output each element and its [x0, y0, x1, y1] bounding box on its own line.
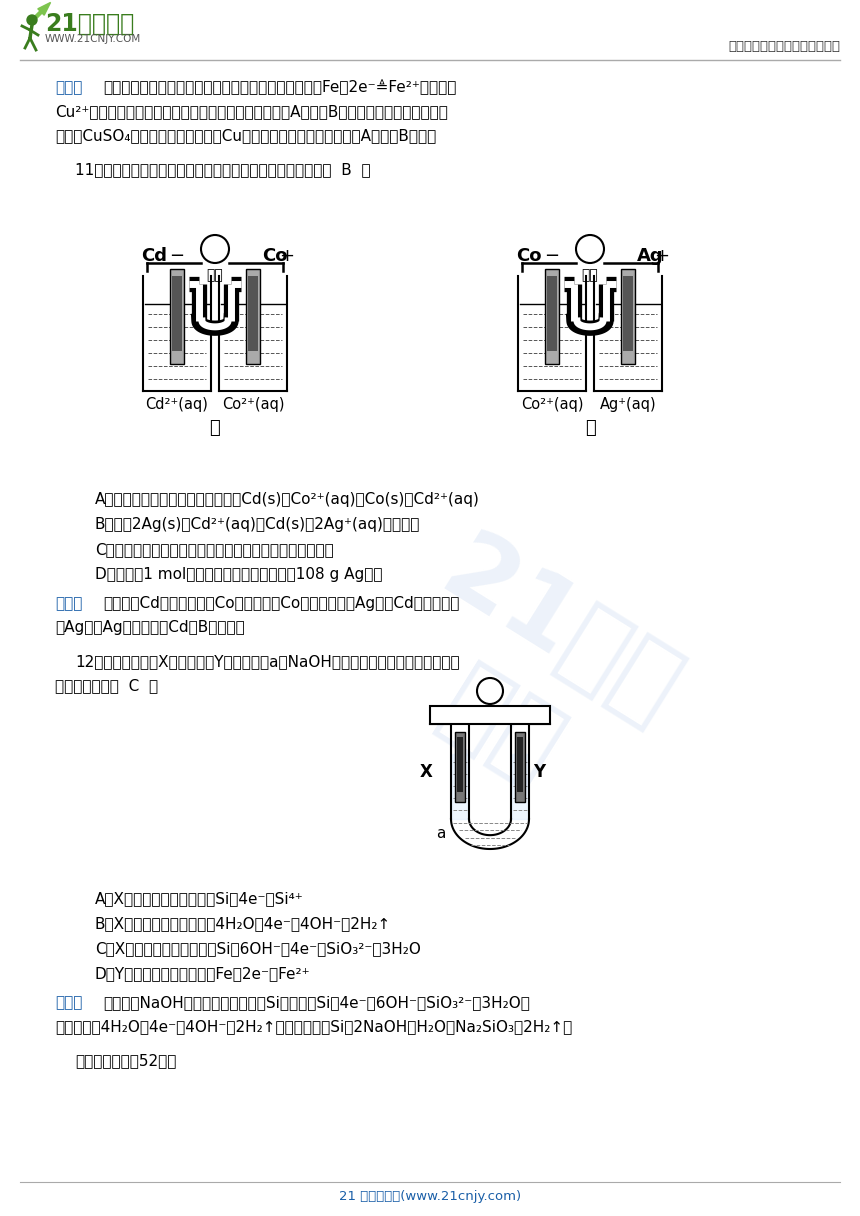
Text: X: X	[421, 762, 433, 781]
Circle shape	[201, 235, 229, 263]
Text: Y: Y	[533, 762, 545, 781]
Circle shape	[27, 15, 37, 26]
Text: 中小学教育资源及组卷应用平台: 中小学教育资源及组卷应用平台	[728, 40, 840, 54]
Text: D．乙中有1 mol电子通过外电路时，正极有108 g Ag析出: D．乙中有1 mol电子通过外电路时，正极有108 g Ag析出	[95, 567, 383, 582]
Text: 盐桥: 盐桥	[206, 268, 224, 282]
Circle shape	[576, 235, 604, 263]
Text: Co: Co	[517, 247, 542, 265]
Text: A: A	[584, 240, 597, 258]
Bar	[246, 269, 260, 364]
Text: 硅、铁、NaOH溶液组成原电池时，Si为负极：Si－4e⁻＋6OH⁻＝SiO₃²⁻＋3H₂O；: 硅、铁、NaOH溶液组成原电池时，Si为负极：Si－4e⁻＋6OH⁻＝SiO₃²…	[103, 995, 530, 1010]
Text: B．反应2Ag(s)＋Cd²⁺(aq)＝Cd(s)＋2Ag⁺(aq)能够发生: B．反应2Ag(s)＋Cd²⁺(aq)＝Cd(s)＋2Ag⁺(aq)能够发生	[95, 517, 421, 533]
Text: 11．图甲和图乙均是双液原电池装置。下列说法不正确的是（  B  ）: 11．图甲和图乙均是双液原电池装置。下列说法不正确的是（ B ）	[75, 162, 371, 178]
Text: 说法正确的是（  C  ）: 说法正确的是（ C ）	[55, 679, 158, 693]
Bar	[430, 706, 550, 724]
Text: 于Ag，故Ag不能置换出Cd，B项错误。: 于Ag，故Ag不能置换出Cd，B项错误。	[55, 620, 245, 635]
Bar	[547, 276, 557, 351]
Bar	[623, 276, 633, 351]
Text: Co: Co	[262, 247, 287, 265]
Text: 若杠杆为导体则构成原电池，铁作负极失电子而溶解：Fe－2e⁻≜Fe²⁺，溶液中: 若杠杆为导体则构成原电池，铁作负极失电子而溶解：Fe－2e⁻≜Fe²⁺，溶液中	[103, 80, 457, 96]
Text: D．Y为负极，电极反应为：Fe－2e⁻＝Fe²⁺: D．Y为负极，电极反应为：Fe－2e⁻＝Fe²⁺	[95, 966, 310, 981]
Text: A．甲中电池总反应的离子方程式为Cd(s)＋Co²⁺(aq)＝Co(s)＋Cd²⁺(aq): A．甲中电池总反应的离子方程式为Cd(s)＋Co²⁺(aq)＝Co(s)＋Cd²…	[95, 492, 480, 507]
Text: C．盐桥的作用是形成闭合回路，并使两边溶液保持电中性: C．盐桥的作用是形成闭合回路，并使两边溶液保持电中性	[95, 542, 334, 557]
Bar	[517, 737, 523, 792]
Text: Ag: Ag	[637, 247, 664, 265]
Text: 盐桥: 盐桥	[581, 268, 599, 282]
Text: A: A	[484, 683, 496, 698]
Text: B．X为正极，电极反应为：4H₂O＋4e⁻＝4OH⁻＋2H₂↑: B．X为正极，电极反应为：4H₂O＋4e⁻＝4OH⁻＋2H₂↑	[95, 916, 391, 931]
Text: −: −	[544, 247, 559, 265]
Text: 21世纪教育: 21世纪教育	[45, 12, 134, 36]
Text: 解析：: 解析：	[55, 80, 83, 95]
Text: 铁为正极：4H₂O＋4e⁻＝4OH⁻＋2H₂↑，总反应式：Si＋2NaOH＋H₂O＝Na₂SiO₃＋2H₂↑。: 铁为正极：4H₂O＋4e⁻＝4OH⁻＋2H₂↑，总反应式：Si＋2NaOH＋H₂…	[55, 1019, 572, 1034]
Text: Cd²⁺(aq): Cd²⁺(aq)	[145, 396, 208, 412]
Text: A: A	[209, 240, 221, 258]
Text: 二、非选择题（52分）: 二、非选择题（52分）	[75, 1053, 176, 1068]
Text: 由甲可知Cd的活动性强于Co，由乙可知Co的活动性强于Ag，即Cd的活动性强: 由甲可知Cd的活动性强于Co，由乙可知Co的活动性强于Ag，即Cd的活动性强	[103, 596, 459, 610]
Bar	[248, 276, 258, 351]
Bar	[170, 269, 184, 364]
Text: −: −	[169, 247, 184, 265]
Bar	[172, 276, 182, 351]
Text: Cu²⁺在正极（铜极）得电子生成铜，质量增大而下降，A端低，B端高；若杠杆为绝缘体，则: Cu²⁺在正极（铜极）得电子生成铜，质量增大而下降，A端低，B端高；若杠杆为绝缘…	[55, 105, 448, 119]
Bar	[515, 732, 525, 803]
Bar	[621, 269, 635, 364]
Text: WWW.21CNJY.COM: WWW.21CNJY.COM	[45, 34, 141, 44]
Text: A．X为负极，电极反应为：Si－4e⁻＝Si⁴⁺: A．X为负极，电极反应为：Si－4e⁻＝Si⁴⁺	[95, 891, 304, 906]
Bar	[455, 732, 465, 803]
Text: a: a	[436, 827, 445, 841]
Text: Co²⁺(aq): Co²⁺(aq)	[222, 396, 285, 412]
Circle shape	[477, 679, 503, 704]
Text: 甲: 甲	[210, 420, 220, 437]
Text: Cd: Cd	[141, 247, 167, 265]
Text: 21世纪
教育: 21世纪 教育	[365, 523, 696, 838]
Text: 解析：: 解析：	[55, 596, 83, 610]
FancyArrow shape	[35, 2, 51, 18]
Text: Co²⁺(aq): Co²⁺(aq)	[521, 396, 583, 412]
Polygon shape	[512, 754, 528, 820]
Text: 铁球和CuSO₄溶液发生置换反应生成Cu覆于表面，质量增加，下降，A端高，B端低。: 铁球和CuSO₄溶液发生置换反应生成Cu覆于表面，质量增加，下降，A端高，B端低…	[55, 128, 436, 143]
Text: +: +	[654, 247, 669, 265]
Bar	[545, 269, 559, 364]
Text: 解析：: 解析：	[55, 995, 83, 1010]
Text: 12．如右图所示，X为单质硅，Y为金属铁，a为NaOH溶液，组装成一个原电池，下列: 12．如右图所示，X为单质硅，Y为金属铁，a为NaOH溶液，组装成一个原电池，下…	[75, 654, 459, 669]
Polygon shape	[452, 754, 468, 820]
Text: C．X为负极，电极反应为：Si＋6OH⁻－4e⁻＝SiO₃²⁻＋3H₂O: C．X为负极，电极反应为：Si＋6OH⁻－4e⁻＝SiO₃²⁻＋3H₂O	[95, 941, 421, 956]
Text: 21 世纪教育网(www.21cnjy.com): 21 世纪教育网(www.21cnjy.com)	[339, 1190, 521, 1203]
Text: +: +	[279, 247, 294, 265]
Bar	[457, 737, 463, 792]
Text: Ag⁺(aq): Ag⁺(aq)	[599, 396, 656, 412]
Text: 乙: 乙	[585, 420, 595, 437]
